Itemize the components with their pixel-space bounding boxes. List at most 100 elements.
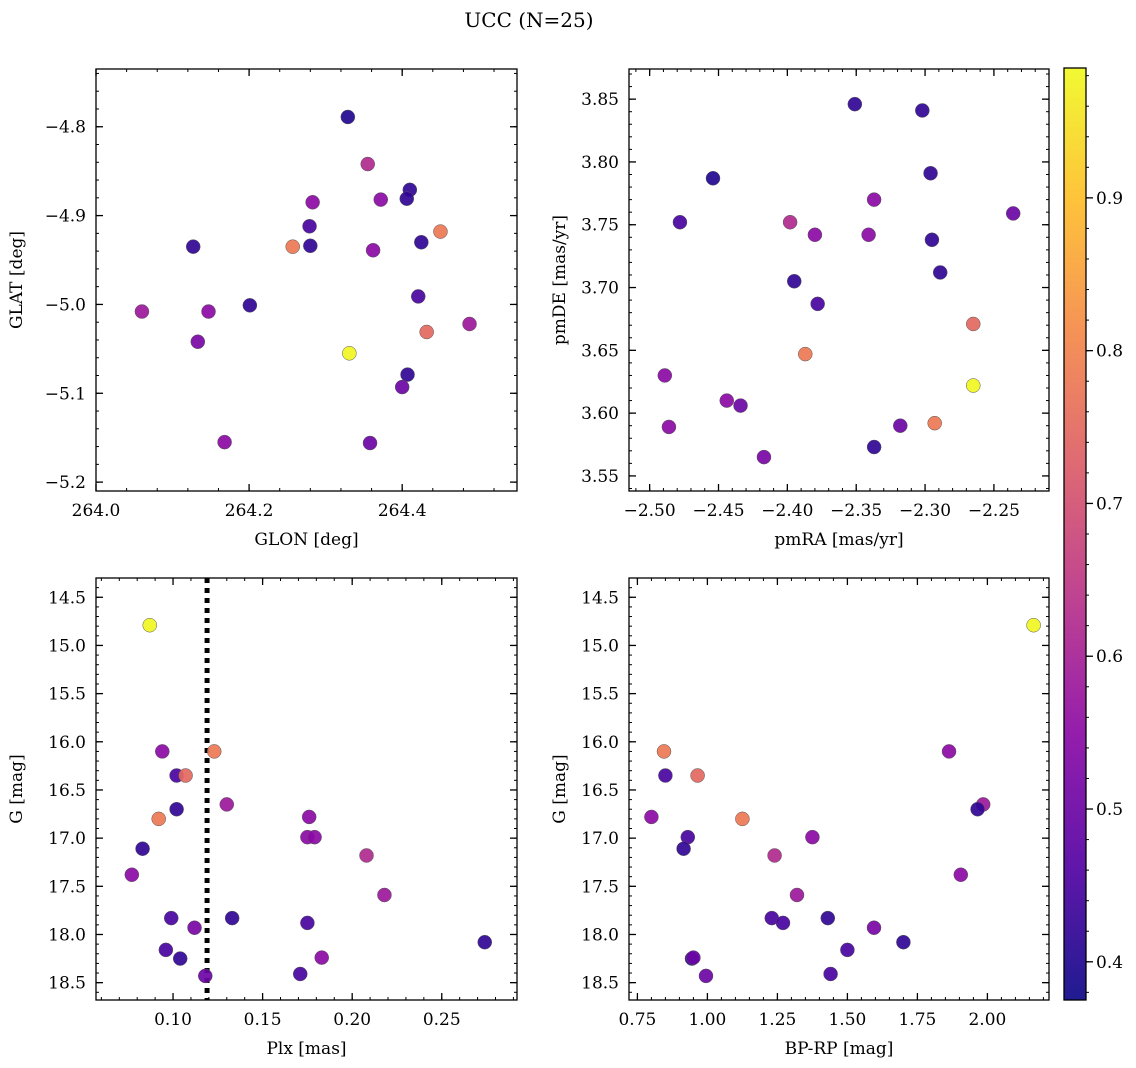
x-tick-label: −2.45 [692,501,744,521]
x-tick-label: −2.25 [968,501,1020,521]
y-tick-label: −5.1 [45,384,86,404]
data-point [823,966,838,982]
data-point [377,887,392,903]
data-point [198,968,213,984]
data-point [767,848,782,863]
points [124,617,493,984]
y-tick-label: 16.5 [48,781,86,801]
points [644,617,1041,984]
data-point [217,434,232,450]
x-tick-label: 1.50 [828,1010,866,1030]
x-tick-label: 0.10 [154,1010,192,1030]
data-point [163,910,179,926]
data-point [242,298,258,313]
minor-ticks [96,577,517,1000]
colorbar-tick-label: 0.6 [1096,647,1123,667]
data-point [756,449,772,465]
data-point [932,265,948,280]
data-point [224,910,240,926]
y-tick-label: 3.60 [581,404,619,424]
x-tick-label: −2.40 [761,501,813,521]
data-point [142,617,157,633]
data-point [394,379,410,395]
y-tick-label: 15.5 [48,685,86,705]
data-point [400,367,415,382]
data-point [206,744,222,759]
data-point [866,920,882,935]
data-point [866,192,882,207]
data-point [661,419,677,435]
colorbar-tick-label: 0.4 [1096,953,1123,973]
colorbar: 0.4 0.5 0.6 0.7 0.8 0.9 [1063,67,1123,1001]
data-point [941,744,957,759]
x-tick-label: 264.2 [225,501,274,521]
data-point [362,435,378,451]
x-tick-label: 0.25 [423,1010,461,1030]
data-point [305,195,320,210]
y-tick-label: 16.0 [581,733,619,753]
y-tick-label: 3.55 [581,467,619,487]
data-point [172,951,188,966]
axes-frame [628,68,1050,492]
data-point [187,920,202,935]
data-point [893,418,908,433]
data-point [135,841,150,856]
data-point [705,171,721,186]
data-point [686,950,701,965]
y-tick-label: 3.75 [581,216,619,236]
minor-ticks [95,69,517,491]
data-point [820,910,836,926]
y-tick-label: 14.5 [48,588,86,608]
data-point [698,968,714,984]
y-axis-label: G [mag] [7,754,27,823]
points [657,96,1021,465]
colorbar-tick-label: 0.9 [1096,189,1123,209]
data-point [805,829,820,845]
x-tick-label: −2.50 [624,501,676,521]
figure-title: UCC (N=25) [464,8,593,32]
data-point [178,768,193,783]
y-tick-label: 16.5 [581,781,619,801]
data-point [798,346,813,362]
x-tick-label: 1.75 [898,1010,936,1030]
data-point [656,744,672,759]
data-point [866,439,882,455]
data-point [340,109,356,125]
x-tick-label: 1.25 [758,1010,796,1030]
y-tick-label: 18.5 [581,974,619,994]
data-point [807,227,823,243]
y-tick-label: −5.2 [45,473,86,493]
data-point [219,797,235,812]
data-point [644,809,659,825]
y-tick-label: 17.0 [581,829,619,849]
data-point [927,415,942,431]
data-point [658,768,673,783]
x-axis-label: GLON [deg] [254,530,358,550]
data-point [733,398,748,413]
data-point [303,238,318,254]
x-tick-label: 0.15 [244,1010,282,1030]
data-point [419,324,434,340]
data-point [155,744,170,759]
axes-frame [95,68,518,492]
data-point [1026,617,1041,633]
y-tick-label: 18.5 [48,974,86,994]
data-point [896,934,911,950]
x-tick-label: 264.4 [378,501,427,521]
data-point [719,393,735,408]
x-tick-label: 0.20 [333,1010,371,1030]
data-point [360,156,375,172]
y-tick-label: 3.70 [581,279,619,299]
y-tick-label: −5.0 [45,295,86,315]
x-tick-label: 264.0 [72,501,121,521]
data-point [314,950,329,965]
data-point [735,811,750,827]
panels: 264.0 264.2 264.4 −4.8 −4.9 −5.0 −5.1 −5.2 GLON … [7,68,1050,1059]
data-point [301,809,317,825]
x-tick-label: 1.00 [688,1010,726,1030]
y-tick-label: 15.5 [581,685,619,705]
data-point [285,239,300,254]
y-tick-label: 14.5 [581,588,619,608]
y-axis-label: G [mag] [550,754,570,823]
